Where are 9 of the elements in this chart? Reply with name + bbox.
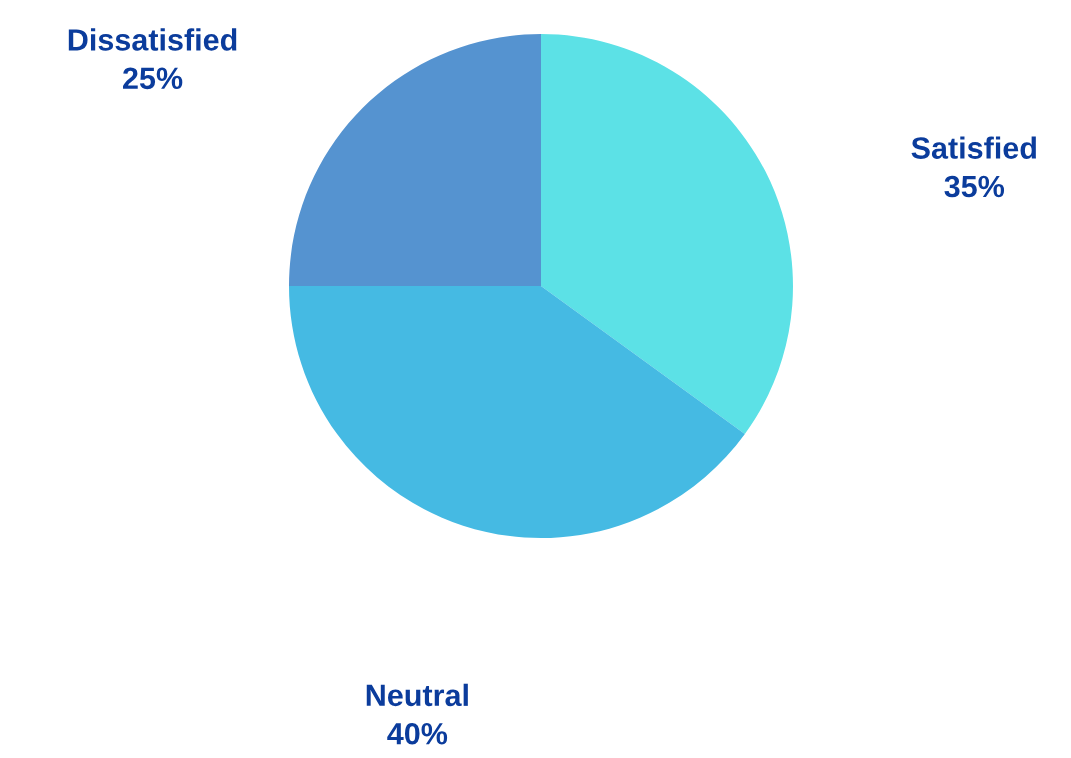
pie-slice	[289, 286, 745, 538]
pie-slice	[289, 34, 541, 286]
data-label: 25%	[123, 67, 183, 90]
pie-slice	[541, 34, 793, 435]
slice-label: Satisfied	[911, 136, 1036, 159]
slice-label: Dissatisfied	[68, 28, 237, 51]
data-label: 40%	[387, 722, 448, 745]
slice-label: Neutral	[366, 683, 468, 707]
data-label: 35%	[944, 175, 1005, 198]
